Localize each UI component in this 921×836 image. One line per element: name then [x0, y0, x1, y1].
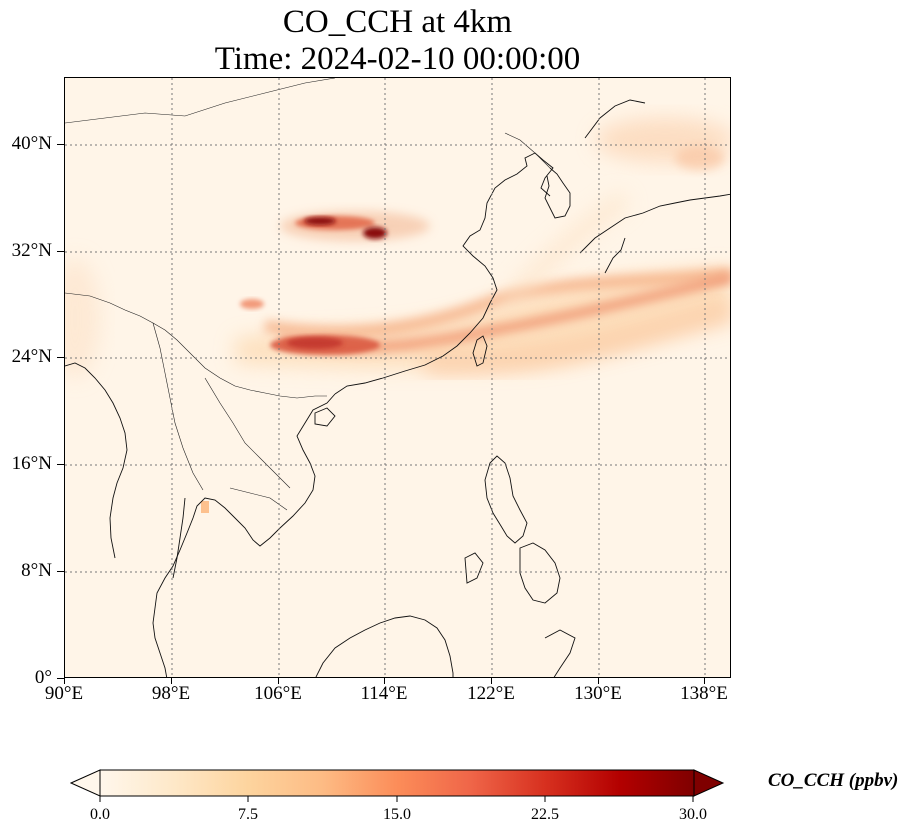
coast-hainan [314, 407, 336, 427]
coast-palawan [464, 552, 484, 584]
lon-tick-mark [278, 678, 279, 684]
coast-japan-kyushu [604, 237, 626, 274]
lat-tick-mark [57, 144, 64, 145]
lat-tick-mark [57, 678, 64, 679]
colorbar-tick-label: 30.0 [679, 806, 707, 823]
lon-tick-mark [384, 678, 385, 684]
colorbar-label: CO_CCH (ppbv) [768, 770, 899, 791]
lon-tick-label: 114°E [360, 683, 408, 704]
map-subtitle-time: Time: 2024-02-10 00:00:00 [214, 41, 581, 77]
country-borders [65, 78, 551, 511]
plume-yunnan-patch [240, 299, 264, 309]
lon-tick-label: 130°E [574, 683, 622, 704]
border-myanmar-thailand [152, 322, 204, 491]
lon-tick-mark [598, 678, 599, 684]
map-title: CO_CCH at 4km [282, 4, 513, 40]
coast-korea [544, 167, 571, 219]
lon-tick-mark [171, 678, 172, 684]
plume-north-max-east [363, 227, 387, 239]
lon-tick-label: 106°E [254, 683, 302, 704]
lon-tick-label: 122°E [467, 683, 515, 704]
lon-tick-label: 138°E [680, 683, 728, 704]
field-background [65, 78, 730, 677]
colorbar-extend-max [693, 769, 725, 797]
lat-tick-label: 24°N [11, 346, 52, 367]
colorbar-extend-min [69, 769, 101, 797]
map-panel [64, 77, 731, 678]
border-china-korea [504, 132, 551, 169]
border-china-mongolia [65, 78, 336, 124]
coast-japan-honshu [579, 193, 730, 254]
colorbar-graphic [69, 769, 725, 802]
plume-north-max-west [304, 217, 336, 225]
lat-tick-label: 32°N [11, 240, 52, 261]
colorbar [69, 769, 726, 810]
coast-myanmar [65, 362, 128, 559]
coast-malay [172, 497, 186, 579]
lon-tick-mark [704, 678, 705, 684]
plume-japan-north-core [675, 146, 725, 170]
lat-tick-mark [57, 357, 64, 358]
border-china-south [65, 292, 327, 399]
lat-tick-label: 16°N [11, 453, 52, 474]
coast-borneo [315, 615, 454, 677]
colorbar-gradient [99, 769, 695, 797]
plume-south-china-max [287, 337, 343, 349]
plume-western-edge [65, 258, 100, 378]
coast-sulawesi [544, 629, 576, 677]
lon-tick-mark [64, 678, 65, 684]
plume-band-upper [264, 267, 730, 338]
lat-tick-label: 8°N [21, 560, 52, 581]
colorbar-tick-label: 0.0 [90, 806, 110, 823]
coast-russia [584, 99, 646, 139]
concentration-field [65, 118, 730, 513]
coast-indochina [152, 393, 336, 677]
lon-tick-label: 98°E [151, 683, 191, 704]
plume-thailand-patch [201, 501, 209, 513]
colorbar-tick-label: 7.5 [238, 806, 258, 823]
lon-tick-label: 90°E [44, 683, 84, 704]
map-canvas [65, 78, 730, 677]
lon-tick-mark [491, 678, 492, 684]
gridlines [65, 78, 730, 677]
border-laos [204, 377, 291, 489]
lat-tick-label: 0° [34, 667, 52, 688]
coast-luzon [484, 455, 528, 544]
lat-tick-mark [57, 251, 64, 252]
lat-tick-label: 40°N [11, 133, 52, 154]
lat-tick-mark [57, 464, 64, 465]
colorbar-tick-label: 22.5 [531, 806, 559, 823]
lat-tick-mark [57, 571, 64, 572]
coast-taiwan [472, 335, 488, 367]
colorbar-tick-label: 15.0 [383, 806, 411, 823]
plume-band-northeast [497, 190, 631, 314]
coast-mindanao [519, 542, 561, 604]
